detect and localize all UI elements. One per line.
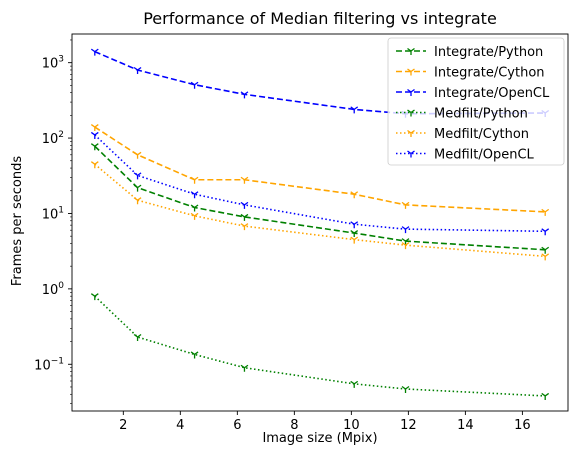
data-point-1-5 <box>401 201 410 209</box>
x-tick-label-6: 14 <box>457 418 474 433</box>
series-0 <box>90 143 550 254</box>
data-point-5-4 <box>350 221 359 229</box>
legend-marker-5 <box>407 150 415 158</box>
legend: Integrate/Python Integrate/Cython Integrat… <box>387 37 565 166</box>
y-tick-label-1: 100 <box>42 281 65 298</box>
legend-label-5: Medfilt/OpenCL <box>434 148 535 163</box>
legend-marker-4 <box>407 129 415 137</box>
legend-label-1: Integrate/Cython <box>434 66 545 81</box>
data-point-5-3 <box>240 201 249 209</box>
data-point-1-4 <box>350 191 359 199</box>
data-point-4-5 <box>401 242 410 250</box>
data-point-3-5 <box>401 385 410 393</box>
axes: 2 4 6 8 10 12 14 16 10−1 100 101 102 103 <box>34 33 569 433</box>
data-point-4-2 <box>190 212 199 220</box>
data-point-2-1 <box>133 66 142 74</box>
legend-marker-0 <box>407 47 415 55</box>
data-point-4-4 <box>350 236 359 244</box>
x-tick-label-0: 2 <box>119 418 127 433</box>
data-point-2-0 <box>90 48 99 56</box>
x-tick-label-3: 8 <box>290 418 298 433</box>
y-tick-label-4: 103 <box>42 55 64 72</box>
legend-marker-3 <box>407 109 415 117</box>
legend-marker-2 <box>407 88 415 96</box>
legend-marker-1 <box>407 68 415 76</box>
data-point-1-2 <box>190 176 199 184</box>
data-point-2-4 <box>350 106 359 114</box>
legend-entry-2: Integrate/OpenCL <box>396 86 550 101</box>
data-point-0-4 <box>350 230 359 238</box>
data-point-0-2 <box>190 204 199 212</box>
x-tick-label-5: 12 <box>400 418 417 433</box>
data-point-3-0 <box>90 293 99 301</box>
series-4 <box>90 161 550 261</box>
data-point-0-0 <box>90 143 99 151</box>
legend-label-2: Integrate/OpenCL <box>434 86 550 101</box>
data-point-3-2 <box>190 351 199 359</box>
data-point-4-0 <box>90 161 99 169</box>
legend-entry-3: Medfilt/Python <box>396 107 528 122</box>
x-axis-label: Image size (Mpix) <box>262 431 377 446</box>
x-tick-label-7: 16 <box>514 418 531 433</box>
data-point-0-3 <box>240 213 249 221</box>
data-point-5-0 <box>90 131 99 139</box>
data-point-2-2 <box>190 81 199 89</box>
legend-entry-0: Integrate/Python <box>396 45 543 60</box>
legend-entry-5: Medfilt/OpenCL <box>396 148 535 163</box>
data-point-5-2 <box>190 191 199 199</box>
data-point-4-6 <box>541 253 550 261</box>
y-axis-label: Frames per seconds <box>10 156 25 287</box>
legend-entry-4: Medfilt/Cython <box>396 127 529 142</box>
data-point-1-0 <box>90 124 99 132</box>
data-point-1-1 <box>133 151 142 159</box>
legend-label-3: Medfilt/Python <box>434 107 528 122</box>
data-point-0-1 <box>133 184 142 192</box>
series-1 <box>90 124 550 216</box>
plot-frame <box>71 33 569 412</box>
data-point-4-1 <box>133 197 142 205</box>
data-point-2-3 <box>240 91 249 99</box>
data-point-3-1 <box>133 333 142 341</box>
data-point-0-6 <box>541 246 550 254</box>
data-point-5-5 <box>401 226 410 234</box>
y-tick-label-2: 101 <box>42 205 64 222</box>
x-tick-label-1: 4 <box>176 418 184 433</box>
legend-box <box>387 37 565 166</box>
legend-entry-1: Integrate/Cython <box>396 66 545 81</box>
data-point-3-3 <box>240 364 249 372</box>
data-point-1-6 <box>541 208 550 216</box>
chart-title: Performance of Median filtering vs integ… <box>143 9 497 28</box>
data-point-1-3 <box>240 176 249 184</box>
series-3 <box>90 293 550 400</box>
x-tick-label-4: 10 <box>343 418 360 433</box>
data-point-3-4 <box>350 380 359 388</box>
data-point-5-6 <box>541 228 550 236</box>
data-point-5-1 <box>133 172 142 180</box>
x-tick-label-2: 6 <box>233 418 241 433</box>
y-tick-label-3: 102 <box>42 130 64 147</box>
series-5 <box>90 131 550 236</box>
y-tick-label-0: 10−1 <box>34 356 64 373</box>
legend-label-4: Medfilt/Cython <box>434 127 529 142</box>
legend-label-0: Integrate/Python <box>434 45 543 60</box>
data-point-4-3 <box>240 223 249 231</box>
data-point-3-6 <box>541 392 550 400</box>
